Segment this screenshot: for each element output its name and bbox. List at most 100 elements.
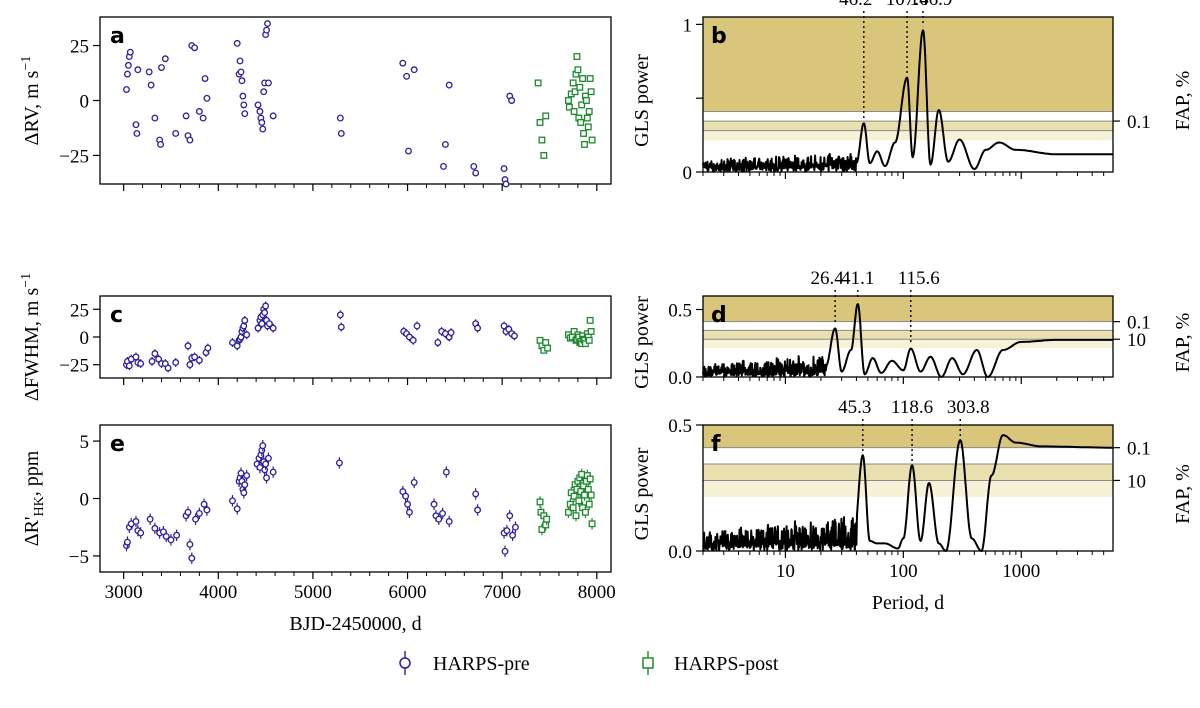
point-marker <box>148 357 156 365</box>
data-point-post <box>586 473 594 485</box>
y-tick-label: −25 <box>59 146 89 167</box>
peak-label: 26.4 <box>811 268 845 289</box>
data-point-pre <box>239 92 247 100</box>
data-point-pre <box>413 321 421 331</box>
point-marker <box>263 26 270 34</box>
point-marker <box>262 460 270 468</box>
point-marker <box>501 547 509 555</box>
periodogram-panel-d: 0.0 0.5 0.110 d GLS power FAP, % 26.441.1 115.6 <box>631 268 1194 389</box>
data-point-pre <box>434 338 442 347</box>
point-marker <box>565 103 573 111</box>
point-marker <box>240 322 248 330</box>
data-point-pre <box>435 513 443 525</box>
point-marker <box>269 324 277 332</box>
point-marker <box>238 77 246 85</box>
data-point-post <box>577 119 585 126</box>
x-axis-label: Period, d <box>872 592 944 614</box>
point-marker <box>233 505 241 513</box>
point-marker <box>538 136 546 144</box>
point-marker <box>474 506 482 514</box>
fap-tick-label: 10 <box>1127 330 1146 351</box>
y-tick-label: 0 <box>683 163 693 184</box>
point-marker <box>472 169 480 177</box>
point-marker <box>199 114 207 122</box>
data-point-post <box>540 151 548 159</box>
periodogram-curve <box>702 29 1113 173</box>
point-marker <box>151 350 159 358</box>
data-point-pre <box>503 524 511 537</box>
point-marker <box>440 162 447 170</box>
point-marker <box>137 360 145 368</box>
data-point-pre <box>237 68 245 76</box>
y-tick-label: 0.0 <box>668 368 692 389</box>
point-marker <box>405 147 412 155</box>
data-point-pre <box>265 319 273 329</box>
point-marker <box>336 311 344 319</box>
point-marker <box>161 55 169 63</box>
data-point-pre <box>233 503 241 515</box>
panel-letter-f: f <box>711 432 721 457</box>
data-point-post <box>579 75 587 82</box>
data-point-pre <box>259 125 267 133</box>
point-marker <box>582 97 590 104</box>
panel-frame <box>702 295 1114 378</box>
data-point-post <box>536 119 544 126</box>
data-point-pre <box>442 466 450 478</box>
data-point-pre <box>472 488 480 500</box>
data-point-pre <box>440 162 447 170</box>
point-marker <box>200 500 208 508</box>
data-point-post <box>578 101 586 109</box>
point-marker <box>542 521 550 529</box>
panel-frame <box>702 424 1114 552</box>
point-marker <box>123 86 130 93</box>
fap-axis-label: FAP, % <box>1172 313 1194 373</box>
panel-letter-c: c <box>110 303 123 328</box>
data-point-pre <box>132 121 140 129</box>
point-marker <box>145 68 153 76</box>
point-marker <box>151 524 159 532</box>
point-marker <box>186 361 194 369</box>
point-marker <box>172 359 180 366</box>
data-point-post <box>534 79 542 87</box>
point-marker <box>536 336 544 344</box>
point-marker <box>578 101 586 109</box>
point-marker <box>237 333 245 341</box>
y-axis-label-sub: HK <box>32 496 47 516</box>
point-marker <box>239 92 247 100</box>
point-marker <box>233 39 241 47</box>
point-marker <box>540 151 548 159</box>
point-marker <box>269 112 277 120</box>
data-point-pre <box>410 66 418 74</box>
fap-tick-label: 0.1 <box>1127 313 1151 334</box>
point-marker <box>123 538 131 546</box>
data-point-pre <box>445 515 453 528</box>
point-marker <box>265 320 273 328</box>
point-marker <box>542 339 550 346</box>
point-marker <box>405 508 413 516</box>
point-marker <box>439 509 447 517</box>
data-point-pre <box>511 521 519 533</box>
data-point-pre <box>240 101 248 109</box>
y-tick-label: 0.5 <box>668 301 692 322</box>
point-marker <box>402 492 410 500</box>
y-axis-label: ΔR'HK, ppm <box>21 450 47 546</box>
data-point-post <box>565 103 573 111</box>
x-tick-label: 4000 <box>199 582 237 603</box>
point-marker <box>184 342 192 350</box>
point-marker <box>254 101 262 109</box>
point-marker <box>336 114 344 122</box>
point-marker <box>262 302 270 310</box>
data-point-pre <box>147 81 155 89</box>
point-marker <box>574 66 582 74</box>
data-point-pre <box>336 310 344 320</box>
data-point-post <box>581 489 588 501</box>
data-point-pre <box>229 338 236 347</box>
peak-label: 118.6 <box>891 397 933 418</box>
data-point-pre <box>258 319 266 329</box>
data-point-pre <box>123 536 131 548</box>
y-tick-label: 0 <box>80 328 90 349</box>
peak-label: 146.9 <box>910 0 953 10</box>
fap-tick-label: 0.1 <box>1127 112 1151 133</box>
point-marker <box>236 57 244 65</box>
data-point-pre <box>502 180 510 188</box>
